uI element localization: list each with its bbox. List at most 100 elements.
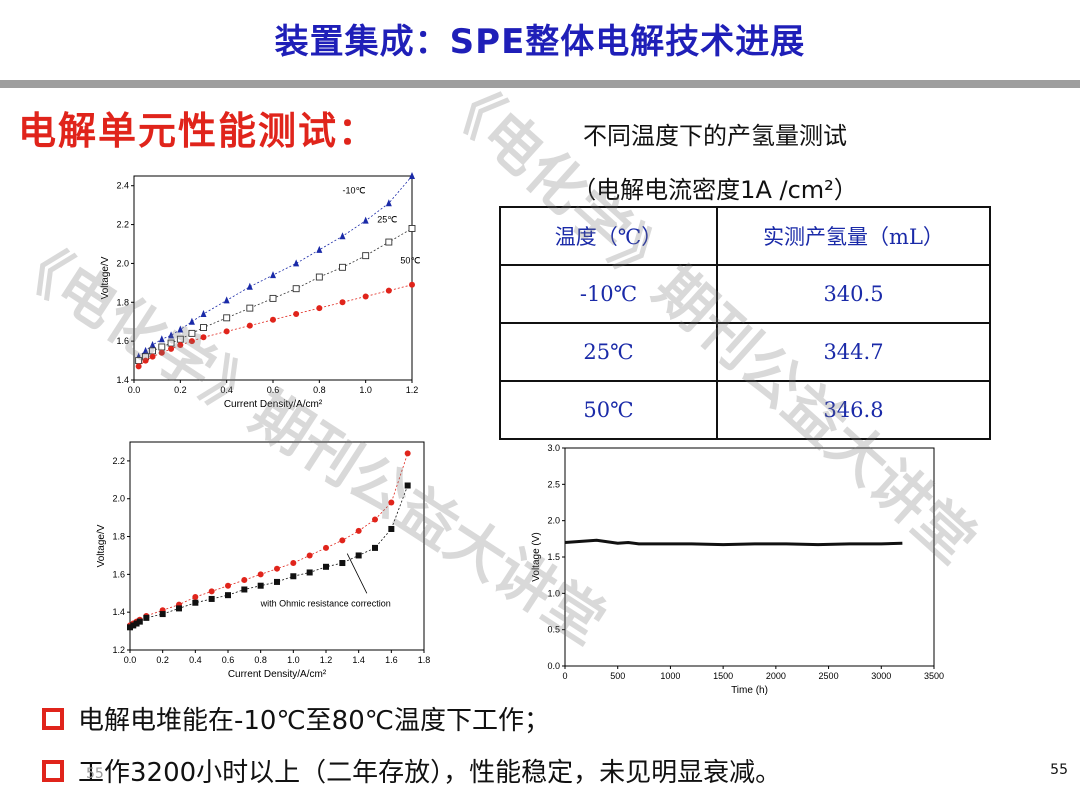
plot-frame: [564, 447, 935, 667]
y-tick-label: 3.0: [547, 443, 560, 453]
data-point: [257, 571, 264, 578]
table-header: 实测产氢量（mL）: [716, 206, 991, 266]
data-point: [188, 329, 196, 337]
data-point: [274, 565, 280, 572]
x-tick-label: 3000: [871, 671, 891, 681]
data-point: [192, 599, 199, 606]
series-line: [138, 228, 413, 361]
data-point: [149, 353, 156, 360]
x-axis-label: Time (h): [731, 685, 768, 696]
data-point: [241, 577, 248, 584]
y-tick-label: 1.0: [547, 588, 560, 598]
y-axis-label: Voltage/V: [100, 256, 111, 299]
annotation-label: with Ohmic resistance correction: [260, 599, 391, 609]
x-tick-label: 0.6: [267, 385, 280, 395]
data-point: [177, 342, 184, 349]
data-point: [246, 282, 253, 290]
data-point: [192, 594, 199, 601]
bullet-text: 电解电堆能在-10℃至80℃温度下工作；: [78, 706, 550, 736]
data-point: [339, 537, 346, 544]
data-point: [323, 544, 329, 551]
data-point: [404, 482, 411, 489]
data-point: [200, 334, 207, 341]
x-tick-label: 1.8: [418, 655, 431, 665]
x-tick-label: 0.8: [313, 385, 326, 395]
y-axis-label: Voltage/V: [96, 524, 107, 567]
data-point: [323, 563, 329, 570]
x-tick-label: 500: [610, 671, 625, 681]
table-row: 25℃ 344.7: [499, 322, 991, 382]
durability-chart: 0 500 1000 1500 2000 2500 3000 3500 0.0 0.5 1.0 1.5…: [531, 443, 944, 696]
data-point: [306, 569, 313, 576]
data-point: [409, 281, 415, 288]
data-point: [316, 245, 323, 253]
data-point: [223, 314, 231, 322]
data-point: [355, 527, 362, 534]
table-row: 50℃ 346.8: [499, 380, 991, 440]
data-point: [188, 317, 195, 325]
x-axis-label: Current Density/A/cm²: [224, 399, 323, 410]
data-point: [135, 363, 142, 370]
data-point: [362, 293, 369, 300]
data-point: [241, 586, 248, 593]
y-tick-label: 1.8: [116, 297, 129, 307]
table-cell: 346.8: [716, 380, 991, 440]
data-point: [362, 252, 370, 260]
data-point: [149, 341, 156, 349]
section-heading: 电解单元性能测试：: [18, 109, 379, 153]
data-point: [385, 238, 393, 246]
data-point: [223, 328, 230, 335]
data-point: [208, 588, 215, 595]
data-point: [388, 525, 395, 532]
bullet-text: 工作3200小时以上（二年存放），性能稳定，未见明显衰减。: [78, 758, 782, 788]
data-point: [159, 611, 166, 618]
y-tick-label: 0.0: [547, 661, 560, 671]
data-point: [223, 296, 230, 304]
table-cell: 344.7: [716, 322, 991, 382]
title-divider: [0, 80, 1080, 88]
y-tick-label: 2.2: [112, 456, 125, 466]
table-cell: 25℃: [499, 322, 718, 382]
slide-title: 装置集成：SPE整体电解技术进展: [274, 22, 806, 62]
data-point: [246, 304, 254, 312]
data-point: [143, 614, 150, 621]
bullet-item: 电解电堆能在-10℃至80℃温度下工作；: [42, 700, 550, 737]
table-caption: 不同温度下的产氢量测试: [583, 122, 847, 150]
data-point: [168, 345, 175, 352]
data-point: [408, 225, 416, 232]
data-point: [167, 339, 175, 347]
x-tick-label: 0.2: [156, 655, 169, 665]
data-point: [274, 578, 280, 585]
data-point: [177, 325, 184, 333]
data-point: [246, 322, 253, 329]
data-point: [385, 287, 392, 294]
y-tick-label: 2.0: [116, 258, 129, 268]
data-point: [270, 271, 276, 279]
data-point: [149, 347, 156, 355]
x-tick-label: 1.2: [320, 655, 333, 665]
data-point: [168, 331, 175, 339]
x-tick-label: 1.0: [287, 655, 300, 665]
x-tick-label: 0.0: [128, 385, 141, 395]
data-point: [225, 592, 231, 599]
x-tick-label: 1.0: [359, 385, 372, 395]
data-point: [404, 450, 411, 457]
data-point: [339, 299, 346, 306]
plot-frame: [129, 441, 425, 651]
x-tick-label: 1000: [660, 671, 680, 681]
data-point: [372, 544, 378, 551]
data-point: [339, 263, 346, 271]
data-point: [270, 316, 276, 323]
page-number: 55: [1050, 762, 1068, 778]
x-tick-label: 0: [562, 671, 567, 681]
data-point: [142, 346, 149, 354]
series-label: 50℃: [400, 255, 420, 265]
y-tick-label: 1.2: [112, 645, 125, 655]
table-cell: 340.5: [716, 264, 991, 324]
data-point: [372, 516, 378, 523]
x-tick-label: 3500: [924, 671, 944, 681]
data-point: [188, 338, 195, 345]
data-point: [127, 624, 133, 631]
series-line: [564, 538, 903, 547]
table-header: 温度（℃）: [499, 206, 718, 266]
